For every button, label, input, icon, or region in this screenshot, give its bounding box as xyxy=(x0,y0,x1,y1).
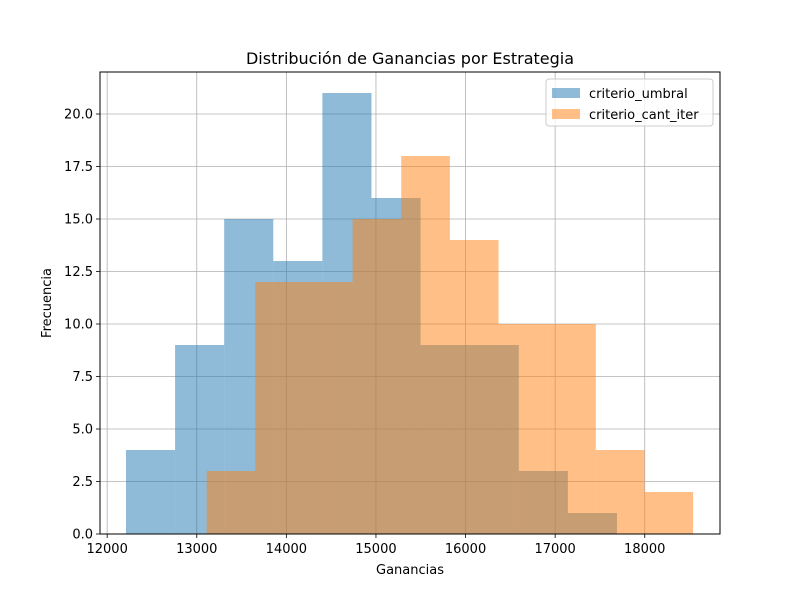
bar-criterio_cant_iter-9 xyxy=(644,492,694,534)
legend-label-criterio_cant_iter: criterio_cant_iter xyxy=(589,108,699,123)
x-tick-label: 18000 xyxy=(624,542,665,557)
bar-criterio_cant_iter-8 xyxy=(595,450,645,534)
bar-criterio_cant_iter-4 xyxy=(401,156,450,534)
bar-criterio_cant_iter-1 xyxy=(255,282,304,534)
chart-title: Distribución de Ganancias por Estrategia xyxy=(246,49,574,68)
y-tick-label: 0.0 xyxy=(72,528,93,543)
y-tick-label: 10.0 xyxy=(64,318,93,333)
y-tick-label: 15.0 xyxy=(64,213,93,228)
bar-criterio_umbral-0 xyxy=(125,450,176,534)
x-tick-label: 13000 xyxy=(176,542,217,557)
x-tick-label: 15000 xyxy=(355,542,396,557)
y-tick-label: 12.5 xyxy=(64,265,93,280)
bar-criterio_cant_iter-2 xyxy=(303,282,353,534)
x-tick-label: 16000 xyxy=(445,542,486,557)
histogram-bars xyxy=(125,93,694,534)
legend: criterio_umbral criterio_cant_iter xyxy=(545,78,714,127)
y-tick-label: 2.5 xyxy=(72,475,93,490)
y-tick-label: 20.0 xyxy=(64,108,93,123)
bar-criterio_cant_iter-6 xyxy=(498,324,548,534)
legend-swatch-criterio_cant_iter xyxy=(552,109,580,119)
legend-label-criterio_umbral: criterio_umbral xyxy=(589,87,688,102)
y-tick-label: 7.5 xyxy=(72,370,93,385)
x-tick-label: 17000 xyxy=(534,542,575,557)
y-tick-label: 5.0 xyxy=(72,423,93,438)
bar-criterio_cant_iter-3 xyxy=(352,219,402,534)
bar-criterio_cant_iter-0 xyxy=(206,471,256,534)
x-tick-label: 14000 xyxy=(266,542,307,557)
axes: 12000 13000 14000 15000 16000 17000 18000 0.0 2.… xyxy=(64,108,665,558)
legend-box xyxy=(545,78,714,127)
bar-criterio_cant_iter-5 xyxy=(449,240,499,534)
y-tick-label: 17.5 xyxy=(64,160,93,175)
x-tick-label: 12000 xyxy=(86,542,127,557)
x-axis-label: Ganancias xyxy=(376,563,444,578)
bar-criterio_cant_iter-7 xyxy=(547,324,596,534)
legend-swatch-criterio_umbral xyxy=(552,88,580,98)
y-axis-label: Frecuencia xyxy=(40,268,55,338)
plot-frame xyxy=(99,71,721,535)
